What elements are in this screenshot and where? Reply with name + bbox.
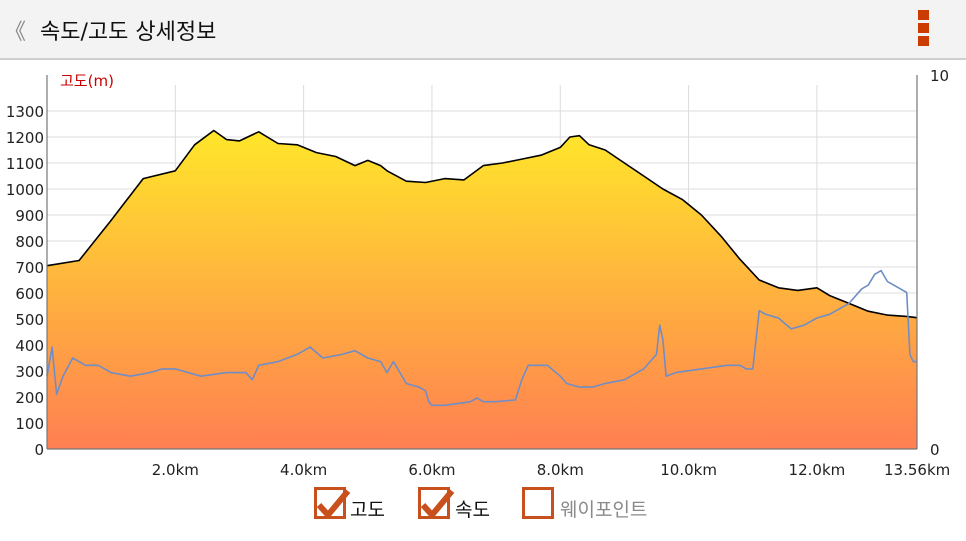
speed-line [46, 269, 917, 407]
y-tick-label-right: 10 [930, 67, 949, 85]
y-tick-label-left: 600 [15, 285, 44, 303]
y-tick-label-left: 700 [15, 259, 44, 277]
x-tick-label: 12.0km [789, 461, 846, 479]
elevation-line [46, 129, 918, 319]
y-tick-label-left: 1000 [6, 181, 44, 199]
y-tick-label-left: 1200 [6, 129, 44, 147]
y-tick-label-left: 1100 [6, 155, 44, 173]
app-header: 《 속도/고도 상세정보 [0, 0, 966, 60]
x-tick-label: 4.0km [280, 461, 327, 479]
legend: 고도 속도 웨이포인트 [0, 487, 966, 531]
elevation-checkbox[interactable] [314, 487, 351, 519]
vertical-dots-icon[interactable] [918, 10, 932, 50]
y-tick-label-left: 0 [34, 441, 44, 459]
back-chevron-icon[interactable]: 《 [4, 20, 27, 45]
checkmark-icon [316, 489, 351, 518]
x-tick-label: 8.0km [537, 461, 584, 479]
waypoint-checkbox[interactable] [522, 487, 554, 519]
legend-label-speed: 속도 [455, 499, 490, 521]
y-tick-label-left: 900 [15, 207, 44, 225]
y-tick-label-left: 500 [15, 311, 44, 329]
y-tick-label-left: 800 [15, 233, 44, 251]
y-tick-label-left: 400 [15, 337, 44, 355]
y-tick-label-left: 100 [15, 415, 44, 433]
y-tick-label-left: 1300 [6, 103, 44, 121]
x-tick-label: 6.0km [408, 461, 455, 479]
legend-label-waypoint: 웨이포인트 [560, 499, 648, 521]
y-tick-label-left: 200 [15, 389, 44, 407]
y-tick-label-left: 300 [15, 363, 44, 381]
checkmark-icon [420, 489, 455, 518]
y-tick-label-right: 0 [930, 441, 940, 459]
speed-checkbox[interactable] [418, 487, 455, 519]
y-axis-label-elevation: 고도(m) [60, 72, 114, 90]
page-title: 속도/고도 상세정보 [40, 20, 217, 45]
legend-label-elevation: 고도 [350, 499, 385, 521]
elevation-speed-chart: 0100200300400500600700800900100011001200… [6, 67, 950, 479]
x-tick-label: 2.0km [152, 461, 199, 479]
x-tick-label: 10.0km [660, 461, 717, 479]
x-tick-label: 13.56km [884, 461, 950, 479]
